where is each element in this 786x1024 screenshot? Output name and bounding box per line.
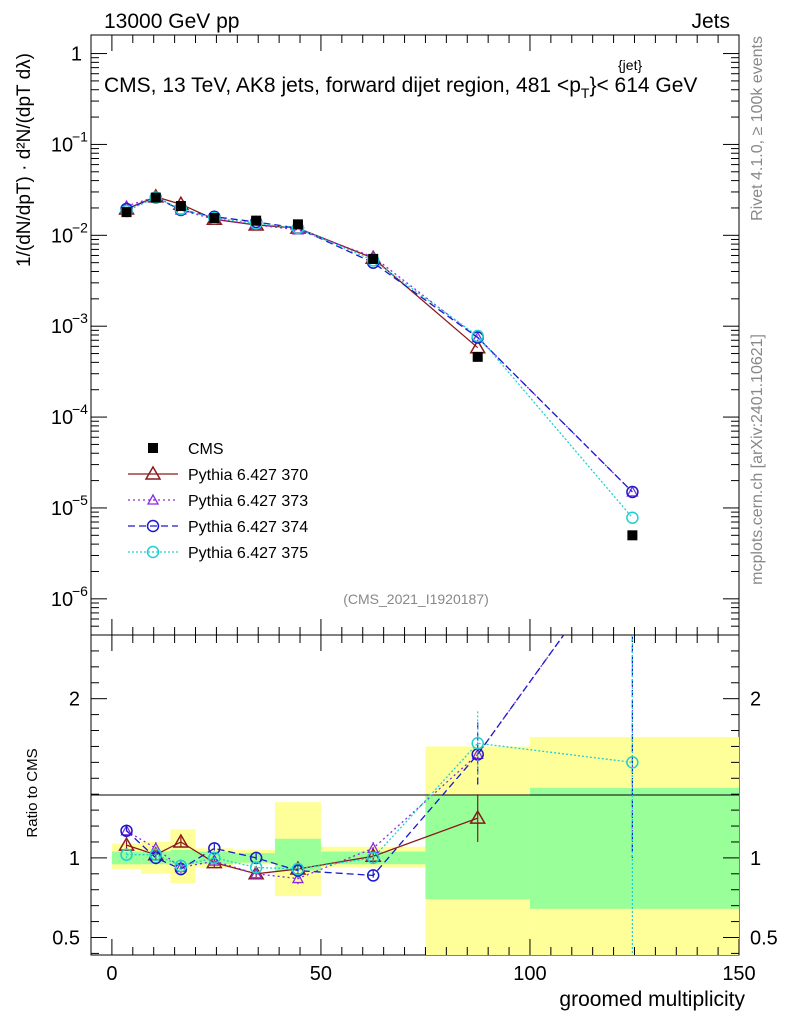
- ratio-series-layer: [118, 634, 639, 955]
- top-y-tick-exponent: −5: [72, 492, 88, 508]
- x-axis-label: groomed multiplicity: [559, 988, 745, 1011]
- legend-label: Pythia 6.427 375: [188, 545, 308, 562]
- legend-marker: [148, 443, 158, 453]
- legend-label: Pythia 6.427 374: [188, 519, 308, 536]
- legend-label: CMS: [188, 441, 224, 458]
- plot-title-main: CMS, 13 TeV, AK8 jets, forward dijet reg…: [104, 74, 581, 97]
- ratio-uncertainty-bands: [111, 736, 739, 955]
- ratio-y-tick-label-right: 0.5: [750, 927, 778, 949]
- legend-label: Pythia 6.427 370: [188, 467, 308, 484]
- side-mcplots-label: mcplots.cern.ch [arXiv:2401.10621]: [749, 334, 766, 585]
- ratio-marker: [120, 824, 133, 838]
- top-marker: [471, 329, 484, 343]
- ratio-marker: [120, 824, 133, 836]
- cms-marker: [627, 530, 638, 541]
- top-y-tick-label: 1: [71, 44, 82, 66]
- legend-marker: [146, 519, 160, 533]
- top-marker: [149, 191, 163, 204]
- top-y-tick-label: 10: [51, 407, 73, 429]
- x-tick-label: 100: [513, 963, 546, 985]
- top-y-axis-label: 1/(dN/dpT) · d²N/(dpT dλ): [14, 53, 35, 267]
- x-tick-label: 50: [310, 963, 332, 985]
- plot-title: CMS, 13 TeV, AK8 jets, forward dijet reg…: [104, 74, 697, 101]
- top-y-tick-exponent: −1: [72, 128, 88, 144]
- ratio-y-tick-label-left: 2: [69, 689, 80, 711]
- top-marker: [626, 511, 639, 525]
- ratio-marker: [172, 833, 190, 848]
- cms-marker: [251, 215, 262, 226]
- top-y-tick-label: 10: [51, 225, 73, 247]
- top-y-tick-label: 10: [51, 589, 73, 611]
- top-y-tick-exponent: −4: [72, 401, 88, 417]
- cms-marker: [175, 201, 186, 212]
- ratio-line-1: [126, 634, 565, 880]
- ratio-y-tick-label-right: 2: [750, 689, 761, 711]
- legend: CMS Pythia 6.427 370 Pythia 6.427 373 Pythi…: [128, 441, 308, 562]
- ratio-y-tick-label-left: 1: [69, 848, 80, 870]
- ratio-marker: [291, 862, 305, 876]
- legend-marker: [146, 493, 160, 505]
- top-y-tick-label: 10: [51, 498, 73, 520]
- ratio-marker: [247, 865, 265, 880]
- legend-marker: [146, 545, 160, 559]
- ratio-y-axis-label: Ratio to CMS: [24, 748, 41, 837]
- ratio-marker: [208, 851, 221, 865]
- top-marker: [208, 211, 221, 225]
- top-marker: [626, 485, 639, 499]
- plot-title-sub: T: [581, 85, 590, 101]
- cms-data-points: [121, 192, 638, 541]
- top-y-tick-exponent: −3: [72, 310, 88, 326]
- ratio-marker: [149, 848, 163, 861]
- top-y-tick-label: 10: [51, 316, 73, 338]
- side-rivet-label: Rivet 4.1.0, ≥ 100k events: [749, 36, 766, 221]
- x-axis-ticks: 0 50 100 150: [90, 35, 756, 985]
- ratio-marker: [291, 872, 305, 884]
- ratio-y-tick-label-left: 0.5: [52, 927, 80, 949]
- cms-marker: [209, 213, 220, 224]
- ratio-y-tick-label-right: 1: [750, 848, 761, 870]
- legend-marker: [144, 465, 162, 480]
- plot-title-tail: }< 614 GeV: [589, 74, 697, 97]
- inner-band-8: [529, 787, 739, 909]
- plot-title-sup: {jet}: [618, 57, 642, 73]
- top-y-tick-exponent: −2: [72, 219, 88, 235]
- ratio-axis-ticks: 2 2 1 1 0.5 0.5: [52, 650, 778, 954]
- top-y-tick-exponent: −6: [72, 583, 88, 599]
- ratio-marker: [366, 851, 380, 865]
- cms-marker: [472, 351, 483, 362]
- category-label: Jets: [691, 10, 730, 33]
- cms-marker: [121, 207, 132, 218]
- x-tick-label: 0: [106, 963, 117, 985]
- top-y-tick-label: 10: [51, 134, 73, 156]
- ratio-marker: [626, 756, 639, 769]
- energy-label: 13000 GeV pp: [104, 10, 239, 33]
- ratio-marker: [208, 854, 221, 866]
- legend-label: Pythia 6.427 373: [188, 493, 308, 510]
- top-marker: [626, 485, 639, 497]
- ratio-marker: [469, 809, 487, 824]
- cms-marker: [150, 192, 161, 203]
- cms-marker: [368, 253, 379, 264]
- cms-marker: [292, 219, 303, 230]
- analysis-tag: (CMS_2021_I1920187): [343, 591, 489, 607]
- ratio-marker: [249, 861, 263, 874]
- ratio-marker: [174, 859, 188, 873]
- inner-band-2: [170, 849, 196, 865]
- x-tick-label: 150: [722, 963, 755, 985]
- ratio-marker: [471, 737, 484, 750]
- top-axis-ticks: 110−110−210−310−410−510−6: [51, 44, 739, 636]
- top-y-axis-label-text: 1/(dN/dpT) · d²N/(dpT dλ): [14, 53, 35, 267]
- ratio-marker: [250, 867, 263, 879]
- ratio-marker: [120, 848, 133, 861]
- ratio-marker: [366, 869, 380, 882]
